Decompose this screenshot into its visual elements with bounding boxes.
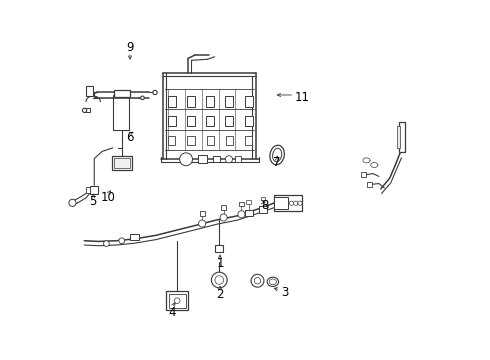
Bar bbox=[367, 182, 372, 187]
Text: 4: 4 bbox=[168, 306, 175, 319]
Text: 11: 11 bbox=[295, 91, 310, 104]
Bar bbox=[86, 86, 93, 96]
Bar bbox=[90, 185, 98, 194]
Circle shape bbox=[141, 96, 144, 100]
Circle shape bbox=[180, 153, 193, 166]
Text: 5: 5 bbox=[90, 195, 97, 208]
Circle shape bbox=[211, 272, 227, 288]
Circle shape bbox=[119, 238, 124, 244]
Ellipse shape bbox=[270, 279, 276, 285]
Circle shape bbox=[69, 199, 76, 206]
Bar bbox=[226, 136, 233, 145]
Bar bbox=[114, 90, 130, 98]
Bar bbox=[187, 136, 195, 145]
Bar bbox=[261, 197, 265, 201]
Circle shape bbox=[215, 276, 223, 284]
Bar bbox=[168, 96, 176, 107]
Text: 3: 3 bbox=[281, 286, 288, 299]
Bar bbox=[168, 116, 176, 126]
Circle shape bbox=[294, 201, 298, 205]
Bar bbox=[239, 202, 244, 206]
Bar bbox=[246, 201, 251, 204]
Bar bbox=[399, 122, 405, 152]
Bar bbox=[167, 292, 188, 310]
Circle shape bbox=[103, 241, 109, 247]
Bar bbox=[114, 158, 130, 168]
Ellipse shape bbox=[267, 277, 279, 287]
Bar bbox=[273, 197, 288, 210]
Bar bbox=[112, 156, 132, 170]
Bar bbox=[206, 116, 214, 126]
Bar bbox=[169, 294, 186, 307]
Text: 6: 6 bbox=[126, 131, 134, 144]
Ellipse shape bbox=[270, 145, 284, 165]
Bar bbox=[259, 206, 267, 212]
Bar bbox=[84, 108, 90, 112]
Bar bbox=[225, 96, 233, 107]
Circle shape bbox=[82, 108, 87, 112]
Bar bbox=[245, 136, 252, 145]
Text: 2: 2 bbox=[216, 288, 224, 301]
Bar bbox=[273, 195, 302, 211]
Text: 9: 9 bbox=[126, 41, 134, 54]
Circle shape bbox=[225, 156, 232, 163]
Bar bbox=[199, 211, 205, 216]
Ellipse shape bbox=[272, 148, 282, 162]
Circle shape bbox=[251, 274, 264, 287]
Circle shape bbox=[220, 214, 227, 221]
Circle shape bbox=[254, 278, 261, 284]
Bar bbox=[187, 116, 195, 126]
Bar bbox=[221, 205, 226, 210]
Bar bbox=[245, 116, 252, 126]
Circle shape bbox=[153, 90, 157, 95]
Bar bbox=[130, 234, 139, 240]
Bar bbox=[245, 96, 252, 107]
Bar bbox=[187, 96, 195, 107]
Circle shape bbox=[174, 298, 180, 303]
Circle shape bbox=[289, 201, 294, 205]
Bar bbox=[86, 187, 90, 193]
Bar bbox=[215, 246, 223, 252]
Text: 10: 10 bbox=[101, 192, 116, 204]
Circle shape bbox=[298, 201, 302, 205]
Bar bbox=[168, 136, 175, 145]
Bar bbox=[245, 210, 252, 216]
Text: 1: 1 bbox=[216, 257, 224, 270]
Circle shape bbox=[198, 220, 206, 227]
Bar bbox=[225, 116, 233, 126]
Bar bbox=[207, 136, 214, 145]
Bar bbox=[206, 96, 214, 107]
Text: 7: 7 bbox=[273, 156, 281, 168]
Text: 8: 8 bbox=[261, 198, 269, 212]
Bar bbox=[213, 156, 220, 162]
Bar bbox=[397, 126, 400, 148]
Bar bbox=[197, 156, 207, 163]
Bar bbox=[362, 172, 367, 177]
Circle shape bbox=[238, 211, 245, 218]
Bar bbox=[235, 156, 241, 162]
